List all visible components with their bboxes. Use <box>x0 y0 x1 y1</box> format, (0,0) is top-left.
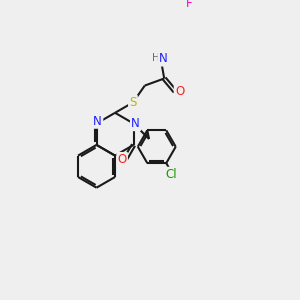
Text: N: N <box>159 52 168 65</box>
Text: N: N <box>131 117 140 130</box>
Text: N: N <box>93 115 102 128</box>
Text: S: S <box>129 96 137 109</box>
Text: O: O <box>118 153 127 166</box>
Text: Cl: Cl <box>166 168 177 181</box>
Text: F: F <box>186 0 193 11</box>
Text: H: H <box>152 52 159 63</box>
Text: O: O <box>175 85 184 98</box>
